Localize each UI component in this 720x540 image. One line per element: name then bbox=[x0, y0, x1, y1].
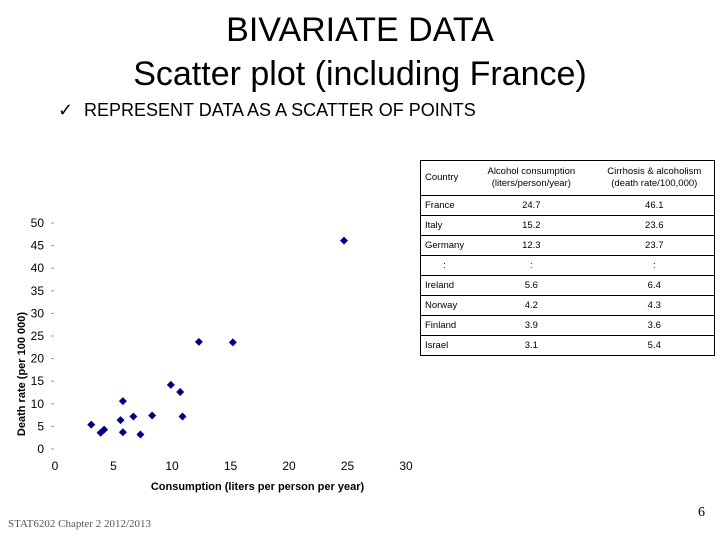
cell-country: Germany bbox=[420, 235, 469, 256]
bullet-text: REPRESENT DATA AS A SCATTER OF POINTS bbox=[84, 100, 476, 120]
x-axis-label: Consumption (liters per person per year) bbox=[151, 481, 365, 493]
cell-alcohol: 24.7 bbox=[468, 195, 595, 216]
data-point bbox=[136, 430, 145, 439]
cell-alcohol: 3.1 bbox=[468, 335, 595, 356]
x-tick-label: 0 bbox=[52, 459, 59, 473]
data-point bbox=[228, 338, 237, 347]
data-point bbox=[166, 380, 175, 389]
cell-country: : bbox=[420, 255, 469, 276]
data-point bbox=[116, 416, 125, 425]
y-axis-label: Death rate (per 100 000) bbox=[16, 312, 28, 436]
cell-country: Norway bbox=[420, 295, 469, 316]
data-point bbox=[87, 420, 96, 429]
data-point bbox=[194, 337, 203, 346]
data-point bbox=[176, 388, 185, 397]
y-tick-label: 15 bbox=[31, 374, 45, 388]
header-alcohol: Alcohol consumption (liters/person/year) bbox=[468, 160, 595, 196]
x-tick-label: 30 bbox=[399, 459, 413, 473]
y-tick-label: 10 bbox=[31, 397, 45, 411]
data-point bbox=[118, 428, 127, 437]
data-point bbox=[118, 397, 127, 406]
cell-cirrhosis: 46.1 bbox=[594, 195, 715, 216]
table-row: Ireland 5.6 6.4 bbox=[420, 275, 715, 296]
cell-cirrhosis: 4.3 bbox=[594, 295, 715, 316]
table-row: Israel 3.1 5.4 bbox=[420, 335, 715, 356]
cell-country: Finland bbox=[420, 315, 469, 336]
y-tick-label: 45 bbox=[31, 239, 45, 253]
header-country: Country bbox=[420, 160, 469, 196]
y-tick-label: 0 bbox=[37, 442, 44, 456]
cell-cirrhosis: 6.4 bbox=[594, 275, 715, 296]
slide-footer: STAT6202 Chapter 2 2012/2013 bbox=[8, 518, 152, 530]
slide-title-line2: Scatter plot (including France) bbox=[133, 55, 587, 93]
scatter-chart: 0 5 10 15 20 25 30 35 40 45 50 0 5 10 15 20 25 30 Consumpt… bbox=[16, 216, 413, 493]
table-row: ::: bbox=[420, 255, 715, 276]
data-point bbox=[339, 236, 348, 245]
y-tick-label: 25 bbox=[31, 329, 45, 343]
header-cirrhosis: Cirrhosis & alcoholism (death rate/100,0… bbox=[594, 160, 715, 196]
cell-alcohol: 3.9 bbox=[468, 315, 595, 336]
cell-cirrhosis: : bbox=[594, 255, 715, 276]
cell-cirrhosis: 3.6 bbox=[594, 315, 715, 336]
cell-alcohol: 5.6 bbox=[468, 275, 595, 296]
cell-country: France bbox=[420, 195, 469, 216]
x-tick-label: 5 bbox=[110, 459, 117, 473]
x-tick-label: 25 bbox=[341, 459, 355, 473]
bullet-point: ✓ REPRESENT DATA AS A SCATTER OF POINTS bbox=[58, 100, 476, 121]
cell-cirrhosis: 23.6 bbox=[594, 215, 715, 236]
data-table: Country Alcohol consumption (liters/pers… bbox=[420, 160, 715, 356]
cell-alcohol: 4.2 bbox=[468, 295, 595, 316]
y-tick-label: 35 bbox=[31, 284, 45, 298]
table-row: Italy 15.2 23.6 bbox=[420, 215, 715, 236]
y-tick-label: 30 bbox=[31, 306, 45, 320]
cell-alcohol: 12.3 bbox=[468, 235, 595, 256]
y-tick-label: 40 bbox=[31, 261, 45, 275]
data-point bbox=[178, 412, 187, 421]
data-point bbox=[129, 412, 138, 421]
cell-country: Italy bbox=[420, 215, 469, 236]
cell-country: Ireland bbox=[420, 275, 469, 296]
cell-cirrhosis: 5.4 bbox=[594, 335, 715, 356]
table-row: Germany 12.3 23.7 bbox=[420, 235, 715, 256]
x-tick-label: 20 bbox=[282, 459, 296, 473]
y-tick-label: 20 bbox=[31, 352, 45, 366]
y-tick-label: 50 bbox=[31, 216, 45, 230]
table-row: Norway 4.2 4.3 bbox=[420, 295, 715, 316]
cell-cirrhosis: 23.7 bbox=[594, 235, 715, 256]
cell-alcohol: 15.2 bbox=[468, 215, 595, 236]
slide-title-line1: BIVARIATE DATA bbox=[226, 11, 494, 49]
table-row: France 24.7 46.1 bbox=[420, 195, 715, 216]
page-number: 6 bbox=[698, 505, 705, 520]
x-tick-label: 15 bbox=[224, 459, 238, 473]
table-header-row: Country Alcohol consumption (liters/pers… bbox=[420, 160, 715, 196]
y-tick-label: 5 bbox=[37, 419, 44, 433]
table-row: Finland 3.9 3.6 bbox=[420, 315, 715, 336]
x-tick-label: 10 bbox=[165, 459, 179, 473]
data-point bbox=[96, 428, 105, 437]
cell-country: Israel bbox=[420, 335, 469, 356]
checkmark-icon: ✓ bbox=[58, 100, 74, 120]
cell-alcohol: : bbox=[468, 255, 595, 276]
data-point bbox=[148, 411, 157, 420]
